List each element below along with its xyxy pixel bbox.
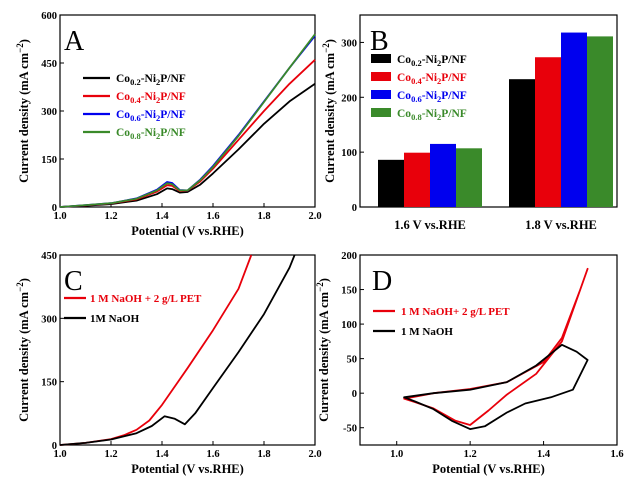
panel-d: 1.0 1.2 1.4 1.6 -50 0 50 100 150 200 Potential (V … (315, 251, 624, 476)
y-tick-label: 300 (41, 107, 57, 118)
bar (430, 143, 456, 207)
x-tick-label: 1.6 (206, 211, 219, 222)
legend-swatch (371, 54, 391, 63)
series-line (59, 254, 253, 446)
bar (509, 79, 535, 207)
x-tick-label: 1.8 (257, 449, 270, 460)
legend-label: 1 M NaOH+ 2 g/L PET (401, 306, 510, 318)
bar (404, 152, 430, 207)
legend-label: Co0.8-Ni2P/NF (116, 127, 186, 141)
x-tick-label: 1.2 (464, 449, 477, 460)
legend-label: Co0.4-Ni2P/NF (116, 91, 186, 105)
x-tick-label: 1.6 (206, 449, 219, 460)
x-axis-label: Potential (V vs.RHE) (131, 462, 244, 476)
x-tick-label: 1.4 (537, 449, 551, 460)
series-line (59, 35, 316, 208)
y-tick-label: 0 (52, 441, 57, 452)
panel-letter: C (64, 266, 83, 297)
y-axis-label: Current density (mA cm−2) (15, 39, 31, 183)
x-tick-label: 1.4 (155, 449, 169, 460)
y-tick-label: 150 (41, 378, 57, 389)
y-tick-label: 0 (52, 203, 57, 214)
panel-letter: B (370, 26, 389, 57)
category-label: 1.8 V vs.RHE (525, 218, 597, 232)
x-tick-label: 1.0 (53, 211, 66, 222)
panel-letter: A (64, 26, 85, 57)
series-line (59, 254, 296, 446)
legend-label: Co0.8-Ni2P/NF (397, 108, 467, 122)
y-tick-label: 150 (41, 155, 57, 166)
y-tick-label: 200 (341, 251, 357, 262)
y-tick-label: 450 (41, 251, 57, 262)
legend-label: Co0.4-Ni2P/NF (397, 72, 467, 86)
x-tick-label: 1.2 (104, 449, 117, 460)
plot-frame (359, 254, 618, 446)
panel-a: 1.0 1.2 1.4 1.6 1.8 2.0 0 150 300 450 600 Potential… (15, 11, 322, 238)
x-tick-label: 1.0 (390, 449, 403, 460)
bar (456, 148, 482, 207)
plot-frame (59, 14, 316, 208)
y-tick-label: 0 (352, 203, 357, 214)
legend-label: 1 M NaOH + 2 g/L PET (90, 293, 202, 305)
x-tick-label: 1.8 (257, 211, 270, 222)
y-tick-label: 100 (341, 320, 357, 331)
y-tick-label: 300 (41, 314, 57, 325)
y-tick-label: 150 (341, 286, 357, 297)
bar (587, 36, 613, 207)
y-tick-label: -50 (343, 424, 357, 435)
legend-label: Co0.6-Ni2P/NF (397, 90, 467, 104)
panel-c: 1.0 1.2 1.4 1.6 1.8 2.0 0 150 300 450 Potential (V… (15, 251, 322, 476)
plot-frame (59, 254, 316, 446)
legend-label: Co0.6-Ni2P/NF (116, 109, 186, 123)
legend-label: Co0.2-Ni2P/NF (397, 54, 467, 68)
y-axis-label: Current density (mA cm−2) (321, 39, 337, 183)
series-line (59, 59, 316, 208)
legend-swatch (371, 72, 391, 81)
y-tick-label: 0 (352, 389, 357, 400)
x-axis-label: Potential (V vs.RHE) (131, 224, 244, 238)
legend-swatch (371, 108, 391, 117)
y-tick-label: 50 (347, 355, 358, 366)
plot-frame (359, 14, 618, 208)
x-tick-label: 2.0 (308, 211, 321, 222)
y-tick-label: 100 (341, 148, 357, 159)
x-tick-label: 1.6 (610, 449, 623, 460)
category-label: 1.6 V vs.RHE (394, 218, 466, 232)
y-axis-label: Current density (mA cm−2) (315, 278, 331, 422)
x-tick-label: 1.0 (53, 449, 66, 460)
series-line (59, 33, 316, 208)
legend-label: 1 M NaOH (401, 326, 453, 338)
series-line (403, 343, 589, 430)
y-axis-label: Current density (mA cm−2) (15, 278, 31, 422)
panel-b: 0 100 200 300 1.6 V vs.RHE 1.8 V vs.RHE Curren… (321, 14, 618, 232)
legend-swatch (371, 90, 391, 99)
y-tick-label: 300 (341, 38, 357, 49)
legend-label: Co0.2-Ni2P/NF (116, 73, 186, 87)
bar (378, 159, 404, 207)
y-tick-label: 200 (341, 93, 357, 104)
series-line (59, 83, 316, 208)
x-tick-label: 1.4 (155, 211, 169, 222)
x-axis-label: Potential (V vs.RHE) (432, 462, 545, 476)
panel-letter: D (372, 266, 392, 297)
bar (535, 57, 561, 207)
y-tick-label: 600 (41, 11, 57, 22)
y-tick-label: 450 (41, 59, 57, 70)
legend-label: 1M NaOH (90, 313, 140, 325)
bar (561, 32, 587, 207)
x-tick-label: 1.2 (104, 211, 117, 222)
x-tick-label: 2.0 (308, 449, 321, 460)
